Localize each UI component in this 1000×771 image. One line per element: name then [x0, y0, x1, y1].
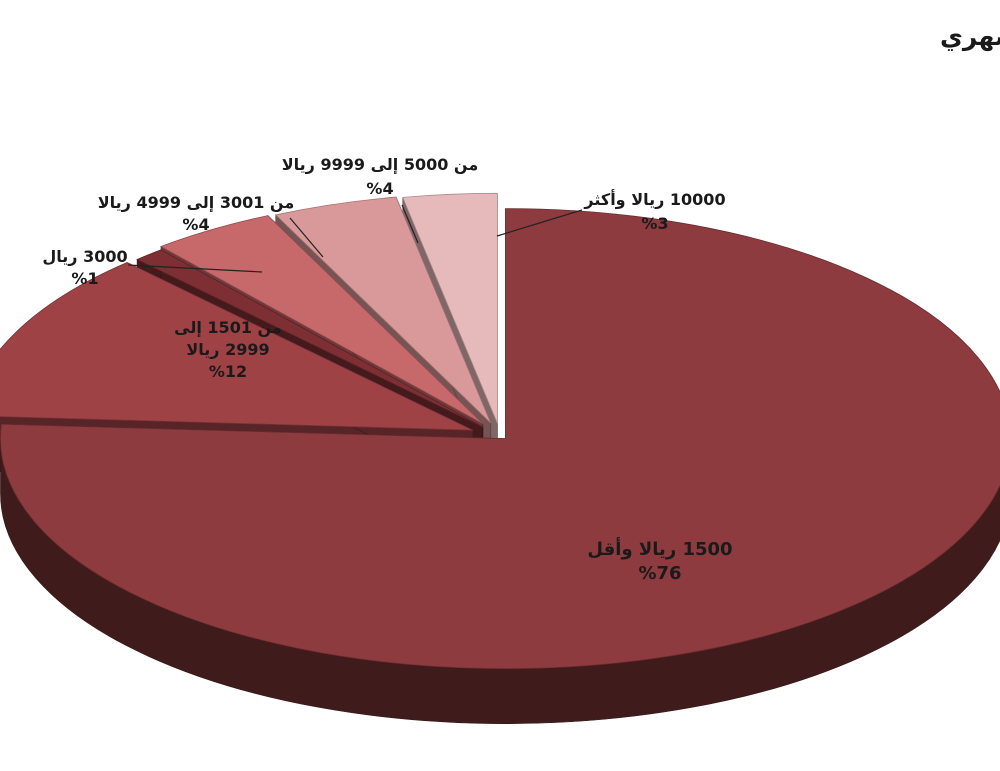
pie-slice [160, 215, 484, 425]
leader-line [496, 209, 583, 237]
slice-value-label: %1 [71, 269, 98, 288]
pie-slice [0, 208, 1000, 670]
slice-category-label: 3000 ريال [42, 247, 127, 266]
slice-category-label: من 3001 إلى 4999 ريالا [98, 193, 294, 212]
slice-category-label: 2999 ريالا [186, 340, 269, 359]
slice-category-label: من 5000 إلى 9999 ريالا [282, 155, 478, 174]
slice-category-label: من 1501 إلى [174, 318, 282, 337]
leader-line [289, 217, 324, 258]
slice-category-label: 1500 ريالا وأقل [587, 537, 732, 560]
chart-title: توزيع الأجانب في القطاع الخاص السعودي حس… [940, 21, 1000, 52]
slice-category-label: 10000 ريالا وأكثر [583, 189, 725, 209]
leader-line [127, 264, 263, 273]
pie-slice [402, 192, 498, 424]
pie-slice [274, 196, 492, 424]
pie-slice [136, 249, 483, 428]
slice-value-label: %76 [638, 563, 681, 584]
pie-slices [0, 192, 1000, 724]
slice-labels: 1500 ريالا وأقل %76 من 1501 إلى 2999 ريالا%… [42, 155, 732, 584]
slice-value-label: %4 [366, 179, 393, 198]
slice-value-label: %12 [209, 362, 247, 381]
slice-value-label: %4 [182, 215, 209, 234]
leader-line [401, 204, 419, 244]
pie-slice [0, 262, 474, 431]
slice-value-label: %3 [641, 214, 668, 233]
